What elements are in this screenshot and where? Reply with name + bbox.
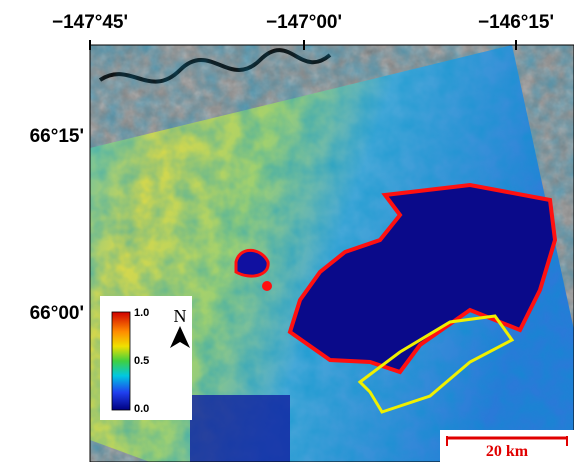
lat-label: 66°00' — [30, 303, 84, 324]
colorbar-label: 1.0 — [134, 307, 149, 319]
lon-ticks: −147°45' −147°00' −146°15' — [52, 12, 554, 50]
colorbar — [112, 312, 130, 410]
lat-ticks: 66°15' 66°00' — [30, 126, 84, 324]
colorbar-label: 0.0 — [134, 403, 149, 415]
map-figure: −147°45' −147°00' −146°15' 66°15' 66°00'… — [0, 0, 574, 462]
small-burn — [236, 250, 268, 276]
scale-bar: 20 km — [440, 430, 574, 462]
north-label: N — [174, 306, 187, 326]
small-burn-spot — [262, 281, 272, 291]
scale-label: 20 km — [486, 443, 529, 460]
lon-label: −147°45' — [52, 12, 128, 33]
low-coherence-patch — [190, 395, 290, 462]
lon-label: −147°00' — [266, 12, 342, 33]
lat-label: 66°15' — [30, 126, 84, 147]
colorbar-label: 0.5 — [134, 355, 149, 367]
legend-box: 1.0 0.5 0.0 N — [100, 296, 192, 420]
lon-label: −146°15' — [478, 12, 554, 33]
